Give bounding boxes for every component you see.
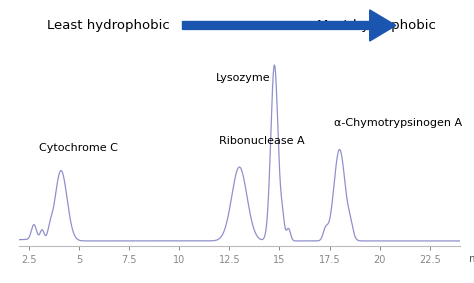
Text: Least hydrophobic: Least hydrophobic (47, 19, 170, 32)
Text: Most hydrophobic: Most hydrophobic (317, 19, 436, 32)
Text: Cytochrome C: Cytochrome C (39, 143, 118, 153)
Text: Lysozyme: Lysozyme (216, 73, 271, 83)
Text: α-Chymotrypsinogen A: α-Chymotrypsinogen A (334, 118, 462, 128)
Text: Ribonuclease A: Ribonuclease A (219, 136, 305, 146)
Text: min: min (469, 254, 474, 264)
